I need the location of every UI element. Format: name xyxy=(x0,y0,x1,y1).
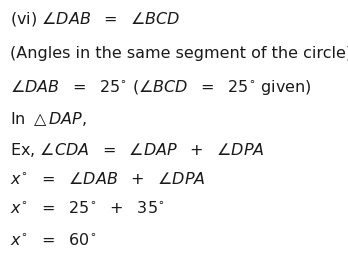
Text: Ex, $\angle CDA\ \ =\ \ \angle DAP\ \ +\ \ \angle DPA$: Ex, $\angle CDA\ \ =\ \ \angle DAP\ \ +\… xyxy=(10,141,265,159)
Text: $x^{\circ}\ \ =\ \ 25^{\circ}\ \ +\ \ 35^{\circ}$: $x^{\circ}\ \ =\ \ 25^{\circ}\ \ +\ \ 35… xyxy=(10,200,165,216)
Text: (vi) $\angle DAB\ \ =\ \ \angle BCD$: (vi) $\angle DAB\ \ =\ \ \angle BCD$ xyxy=(10,10,181,28)
Text: $x^{\circ}\ \ =\ \ 60^{\circ}$: $x^{\circ}\ \ =\ \ 60^{\circ}$ xyxy=(10,232,97,247)
Text: $x^{\circ}\ \ =\ \ \angle DAB\ \ +\ \ \angle DPA$: $x^{\circ}\ \ =\ \ \angle DAB\ \ +\ \ \a… xyxy=(10,171,206,187)
Text: $\angle DAB\ \ =\ \ 25^{\circ}\ (\angle BCD\ \ =\ \ 25^{\circ}$ given): $\angle DAB\ \ =\ \ 25^{\circ}\ (\angle … xyxy=(10,78,312,97)
Text: In $\triangle DAP,$: In $\triangle DAP,$ xyxy=(10,110,87,128)
Text: (Angles in the same segment of the circle): (Angles in the same segment of the circl… xyxy=(10,46,348,61)
